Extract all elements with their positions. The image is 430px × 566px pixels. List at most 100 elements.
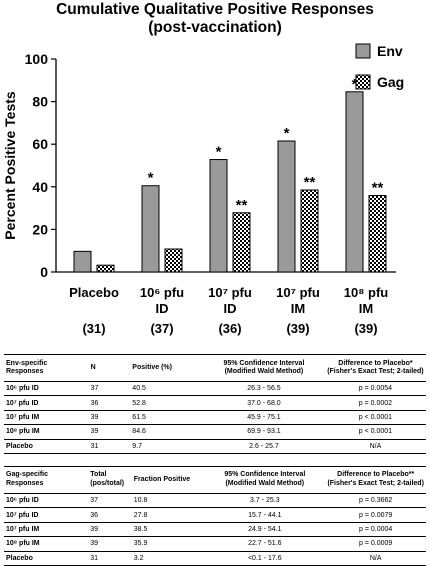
env-n-value: 31 (88, 439, 131, 454)
env-table-row: 10⁷ pfu ID 36 52.8 37.0 - 68.0 p = 0.0002 (4, 395, 426, 411)
x-tick-label: 10⁸ pfu (344, 285, 388, 300)
gag-table: Gag-specific Responses Total (pos/total) F… (4, 465, 426, 566)
gag-positive-value: 38.5 (131, 522, 205, 538)
bar-gag (300, 189, 319, 273)
env-ci-value: 2.6 - 25.7 (203, 439, 325, 454)
gag-ci-value: 22.7 - 51.6 (204, 536, 326, 552)
env-positive-value: 40.5 (130, 381, 204, 397)
env-p-value: p < 0.0001 (324, 424, 426, 440)
gag-ci-value: <0.1 - 17.6 (204, 551, 326, 566)
y-tick-label: 100 (25, 51, 49, 67)
group-count-label: (39) (354, 321, 377, 336)
env-positive-value: 52.8 (130, 395, 204, 411)
x-tick-label: IM (291, 301, 305, 316)
gag-header-fraction: Fraction Positive (131, 465, 205, 494)
env-n-value: 36 (88, 395, 131, 411)
env-positive-value: 9.7 (130, 439, 204, 454)
gag-header-difference: Difference to Placebo** (Fisher's Exact T… (325, 465, 426, 494)
gag-positive-value: 3.2 (131, 551, 205, 566)
gag-group-name: 10⁶ pfu ID (4, 493, 89, 509)
gag-group-name: 10⁷ pfu ID (4, 507, 89, 523)
legend-swatch-env (355, 43, 371, 59)
gag-n-value: 36 (88, 507, 132, 523)
x-tick-label: 10⁶ pfu (140, 285, 184, 300)
gag-table-row: 10⁷ pfu ID 36 27.8 15.7 - 44.1 p = 0.0079 (4, 507, 426, 523)
env-table-row: 10⁷ pfu IM 39 61.5 45.9 - 75.1 p < 0.0001 (4, 410, 426, 426)
gag-header-total: Total (pos/total) (88, 465, 132, 494)
env-table-row: 10⁸ pfu IM 39 84.6 69.9 - 93.1 p < 0.0001 (4, 424, 426, 440)
bar-gag (368, 195, 387, 273)
env-table-row: Placebo 31 9.7 2.6 - 25.7 N/A (4, 439, 426, 454)
x-tick-label: 10⁷ pfu (208, 285, 252, 300)
gag-group-name: 10⁷ pfu IM (4, 522, 89, 538)
significance-marker: ** (372, 180, 384, 197)
env-group-name: 10⁷ pfu IM (4, 410, 89, 426)
group-count-label: (39) (286, 321, 309, 336)
gag-p-value: p = 0.0079 (325, 507, 426, 523)
bar-gag (164, 248, 183, 273)
gag-p-value: p = 0.0004 (325, 522, 426, 538)
x-tick-label: Placebo (69, 285, 119, 300)
env-p-value: p < 0.0001 (324, 410, 426, 426)
group-count-label: (36) (218, 321, 241, 336)
x-tick-label: ID (156, 301, 169, 316)
env-header-difference: Difference to Placebo* (Fisher's Exact Te… (324, 354, 426, 382)
gag-n-value: 39 (88, 522, 132, 538)
x-tick-label: IM (359, 301, 373, 316)
y-tick-label: 0 (40, 264, 48, 280)
x-tick-label: 10⁷ pfu (276, 285, 320, 300)
gag-ci-value: 15.7 - 44.1 (204, 507, 326, 523)
gag-table-row: 10⁶ pfu ID 37 10.8 3.7 - 25.3 p = 0.3662 (4, 493, 426, 509)
env-group-name: Placebo (4, 439, 89, 454)
env-positive-value: 61.5 (130, 410, 204, 426)
gag-header-responses: Gag-specific Responses (4, 465, 89, 494)
y-tick-label: 80 (32, 94, 48, 110)
env-header-responses: Env-specific Responses (4, 354, 89, 382)
x-tick-label: ID (224, 301, 237, 316)
env-n-value: 39 (88, 410, 131, 426)
gag-p-value: p = 0.0009 (325, 536, 426, 552)
env-table: Env-specific Responses N Positive (%) 95%… (4, 354, 426, 454)
gag-ci-value: 3.7 - 25.3 (204, 493, 326, 509)
significance-marker: * (148, 170, 154, 187)
env-p-value: N/A (324, 439, 426, 454)
y-tick-label: 40 (32, 179, 48, 195)
bar-env (141, 185, 160, 273)
env-p-value: p = 0.0054 (324, 381, 426, 397)
gag-table-row: Placebo 31 3.2 <0.1 - 17.6 N/A (4, 551, 426, 566)
gag-table-row: 10⁷ pfu IM 39 38.5 24.9 - 54.1 p = 0.0004 (4, 522, 426, 538)
group-count-label: (37) (150, 321, 173, 336)
gag-table-header: Gag-specific Responses Total (pos/total) F… (4, 465, 426, 494)
env-header-n: N (88, 354, 131, 382)
significance-marker: ** (304, 174, 316, 191)
chart-title: Cumulative Qualitative Positive Response… (56, 1, 374, 18)
env-group-name: 10⁷ pfu ID (4, 395, 89, 411)
env-table-row: 10⁶ pfu ID 37 40.5 26.3 - 56.5 p = 0.0054 (4, 381, 426, 397)
bar-gag (232, 212, 251, 273)
group-count-label: (31) (82, 321, 105, 336)
statistics-tables: Env-specific Responses N Positive (%) 95%… (4, 354, 426, 566)
bar-env (345, 91, 364, 273)
gag-header-ci: 95% Confidence Interval (Modified Wald Me… (204, 465, 326, 494)
gag-n-value: 31 (88, 551, 132, 566)
gag-group-name: 10⁸ pfu IM (4, 536, 89, 552)
env-header-positive: Positive (%) (130, 354, 204, 382)
env-group-name: 10⁸ pfu IM (4, 424, 89, 440)
env-ci-value: 37.0 - 68.0 (203, 395, 325, 411)
chart-subtitle: (post-vaccination) (148, 19, 282, 36)
env-ci-value: 45.9 - 75.1 (203, 410, 325, 426)
significance-marker: * (352, 76, 358, 93)
bar-env (73, 250, 92, 273)
y-tick-label: 20 (32, 221, 48, 237)
gag-positive-value: 27.8 (131, 507, 205, 523)
env-ci-value: 69.9 - 93.1 (203, 424, 325, 440)
gag-group-name: Placebo (4, 551, 89, 566)
significance-marker: * (284, 125, 290, 142)
env-ci-value: 26.3 - 56.5 (203, 381, 325, 397)
env-n-value: 37 (88, 381, 131, 397)
bar-env (277, 140, 296, 273)
significance-marker: * (216, 144, 222, 161)
bar-env (209, 159, 228, 273)
gag-n-value: 39 (88, 536, 132, 552)
